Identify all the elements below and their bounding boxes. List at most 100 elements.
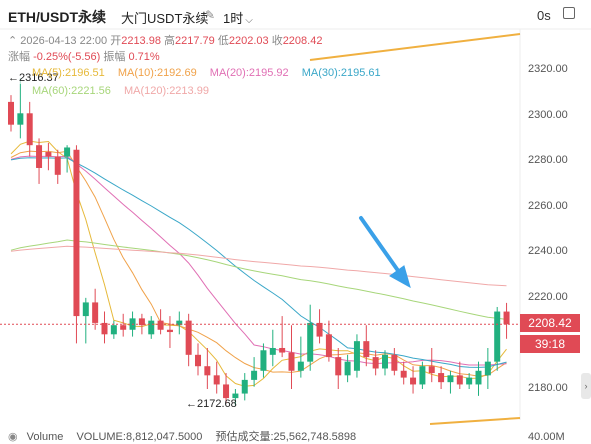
chevron-right-icon[interactable]: › [581,373,591,399]
candle-body [223,384,230,399]
candle-body [325,334,332,358]
price-axis-tick: 2300.00 [528,108,568,121]
high-marker-label: ←2316.37 [8,72,59,84]
candle-body [382,354,388,369]
ma-legend-row-1: MA(5):2196.51 MA(10):2192.69 MA(20):2195… [32,67,391,79]
candle-body [195,354,201,367]
candle-body [410,377,417,385]
candle-body [8,101,14,125]
candle-body [64,147,71,157]
ohlc-datetime: 2026-04-13 22:00 [20,35,108,47]
volume-estimate: 预估成交量:25,562,748.5898 [215,431,357,443]
price-axis-tick: 2180.00 [528,382,568,394]
volume-preview-line [429,417,521,425]
timeframe-selector[interactable]: 1时 ⌵ [223,8,253,27]
countdown-label: 0s [537,8,551,23]
close-value: 2208.42 [282,35,323,47]
low-label: 低 [217,35,229,47]
ma20-line [10,155,507,366]
candle-body [166,329,173,333]
volume-legend: ◉ Volume VOLUME:8,812,047.5000 预估成交量:25,… [8,428,366,444]
ma10-line [10,150,507,377]
exchange-subtitle: 大门USDT永续 [121,11,209,26]
ma60-legend: MA(60):2221.56 [32,85,111,97]
candle-body [204,366,211,376]
chart-header: ETH/USDT永续 大门USDT永续 ✎ 1时 ⌵ 0s [0,0,591,30]
candle-body [251,370,258,380]
candle-body [400,370,407,378]
ma30-line [10,157,507,368]
candle-body [456,375,463,385]
volume-axis-label: 40.00M [528,431,565,443]
price-axis-tick: 2260.00 [528,199,568,212]
amplitude-label: 振幅 [103,51,126,63]
timeframe-label: 1时 [223,11,244,26]
candle-body [288,352,295,371]
candle-body [353,341,360,371]
candle-body [148,320,155,335]
candle-body [269,347,276,355]
candle-body [391,354,398,371]
symbol-title[interactable]: ETH/USDT永续 [8,9,106,25]
volume-value: VOLUME:8,812,047.5000 [76,431,203,443]
candle-body [494,311,501,362]
candle-body [363,341,370,358]
candle-body [316,322,323,337]
candle-body [176,320,183,326]
change-value: -0.25%(-5.56) [33,51,101,63]
ohlc-line: ⌃ 2026-04-13 22:00 开2213.98 高2217.79 低22… [8,32,322,48]
candle-body [466,377,473,385]
candle-body [335,357,342,376]
eye-icon[interactable]: ◉ [8,431,18,443]
volume-label: Volume [26,431,64,443]
edit-icon[interactable]: ✎ [205,8,216,22]
candle-body [447,375,454,383]
change-label: 涨幅 [8,51,30,63]
candle-body [17,113,24,125]
candle-body [260,350,267,371]
candle-body [101,322,108,335]
candle-timer-tag: 39:18 [520,335,580,353]
candle-body [45,152,52,157]
candle-body [54,156,61,175]
price-axis-tick: 2240.00 [528,245,568,258]
close-label: 收 [271,35,283,47]
ma5-legend: MA(5):2196.51 [32,67,105,79]
amplitude-value: 0.71% [128,51,160,63]
price-axis-tick: 2280.00 [528,154,568,167]
ma10-legend: MA(10):2192.69 [117,67,197,79]
candle-body [241,379,248,394]
candle-body [213,375,220,385]
candle-body [82,302,89,317]
collapse-icon[interactable]: ⌃ [8,35,18,47]
ma30-legend: MA(30):2195.61 [301,67,381,79]
current-price-tag: 2208.42 [520,314,580,332]
price-axis-tick: 2320.00 [528,63,568,75]
chevron-down-icon: ⌵ [245,15,253,26]
candle-body [157,320,164,330]
ma120-legend: MA(120):2213.99 [123,85,209,97]
candle-body [503,311,510,325]
price-axis-tick: 2220.00 [528,290,568,303]
candle-body [428,366,435,374]
candle-body [92,302,99,323]
candle-body [297,361,304,371]
ma60-line [10,239,507,320]
candle-body [26,113,33,146]
ma120-line [10,245,507,287]
candle-body [232,393,239,399]
candle-body [419,366,426,385]
candle-body [73,149,80,317]
candle-body [279,347,286,353]
annotation-arrow [359,216,411,289]
open-label: 开 [110,35,122,47]
low-marker-label: ←2172.68 [186,398,237,410]
candle-body [36,145,43,168]
candle-body [475,370,482,385]
candle-body [484,361,491,376]
maximize-icon[interactable] [563,7,575,19]
candle-body [120,325,127,330]
ma-legend-row-2: MA(60):2221.56 MA(120):2213.99 [32,85,219,97]
ma20-legend: MA(20):2195.92 [209,67,289,79]
